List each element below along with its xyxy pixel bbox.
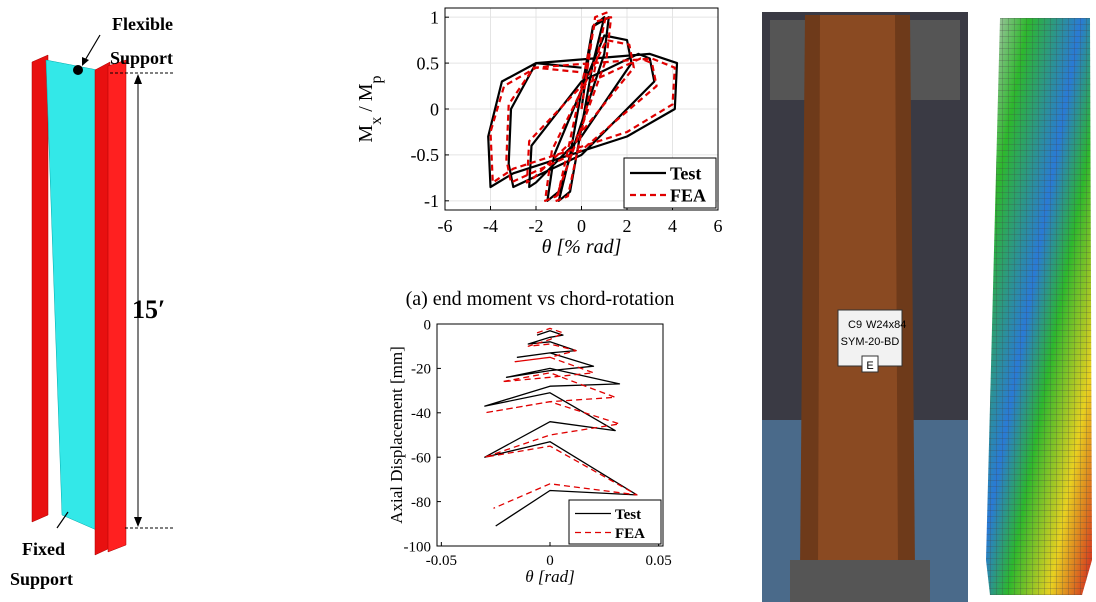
y-axis-label-part: / M	[355, 83, 377, 117]
x-tick-label: -2	[529, 216, 544, 236]
placard-text: E	[866, 360, 873, 372]
series-line	[489, 11, 676, 202]
x-tick-label: 0	[577, 216, 586, 236]
x-tick-label: 0.05	[646, 553, 672, 569]
x-axis-label: θ [rad]	[525, 567, 574, 586]
y-tick-label: 0.5	[417, 53, 440, 73]
y-tick-label: -0.5	[411, 145, 440, 165]
x-tick-label: 2	[623, 216, 632, 236]
series-line	[487, 16, 679, 202]
label: 15′	[132, 295, 165, 324]
placard-text: SYM-20-BD	[841, 336, 900, 348]
x-tick-label: 6	[714, 216, 723, 236]
placard-text: C9	[848, 319, 862, 331]
x-tick-label: -6	[438, 216, 453, 236]
y-tick-label: -60	[411, 450, 431, 466]
series-line	[484, 327, 638, 509]
x-tick-label: -0.05	[426, 553, 457, 569]
y-tick-label: -40	[411, 406, 431, 422]
fea-contour	[986, 18, 1092, 595]
x-tick-label: 0	[546, 553, 554, 569]
label: Fixed	[22, 539, 65, 559]
y-axis-label-part: p	[368, 75, 385, 83]
y-tick-label: 0	[424, 317, 432, 333]
y-axis-label: Axial Displacement [mm]	[387, 346, 406, 524]
x-tick-label: -4	[483, 216, 498, 236]
column-model: Flexible Support 15′ Fixed Support	[10, 14, 175, 589]
y-axis-label-part: M	[355, 125, 377, 143]
y-tick-label: -20	[411, 362, 431, 378]
legend-box	[623, 157, 717, 209]
y-axis-label-part: Axial Displacement [mm]	[387, 346, 406, 524]
y-tick-label: -100	[404, 539, 432, 555]
label: Support	[10, 569, 73, 589]
label: Support	[110, 48, 173, 68]
y-tick-label: -80	[411, 495, 431, 511]
x-axis-label: θ [% rad]	[542, 236, 622, 258]
test-photo: C9 W24x84 SYM-20-BD E	[762, 12, 968, 602]
axes-frame	[436, 323, 664, 547]
y-tick-label: 0	[430, 99, 439, 119]
label: Flexible	[112, 14, 173, 34]
y-axis-label: Mx / Mp	[355, 75, 385, 142]
axes-frame	[444, 7, 719, 211]
legend-label: FEA	[615, 526, 645, 542]
legend-label: Test	[670, 163, 701, 183]
y-axis-label-part: x	[368, 117, 385, 125]
series-line	[484, 330, 638, 527]
legend-label: FEA	[670, 185, 706, 205]
y-tick-label: 1	[430, 7, 439, 27]
placard-text: W24x84	[866, 319, 906, 331]
legend-label: Test	[615, 507, 641, 523]
legend-box	[568, 499, 662, 545]
y-tick-label: -1	[424, 191, 439, 211]
x-tick-label: 4	[668, 216, 677, 236]
caption: (a) end moment vs chord-rotation	[406, 288, 675, 310]
